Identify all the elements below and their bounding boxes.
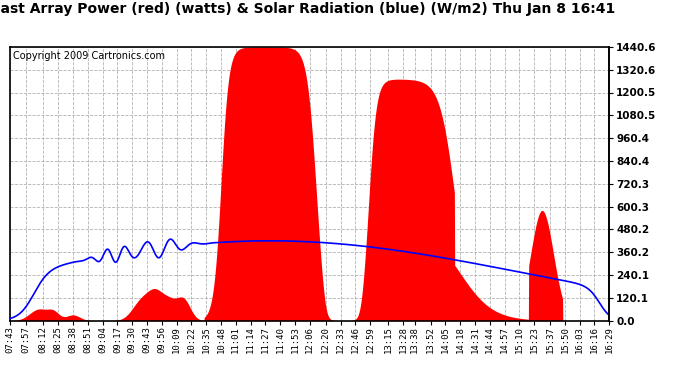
Text: Copyright 2009 Cartronics.com: Copyright 2009 Cartronics.com [13, 51, 166, 61]
Text: East Array Power (red) (watts) & Solar Radiation (blue) (W/m2) Thu Jan 8 16:41: East Array Power (red) (watts) & Solar R… [0, 2, 615, 16]
